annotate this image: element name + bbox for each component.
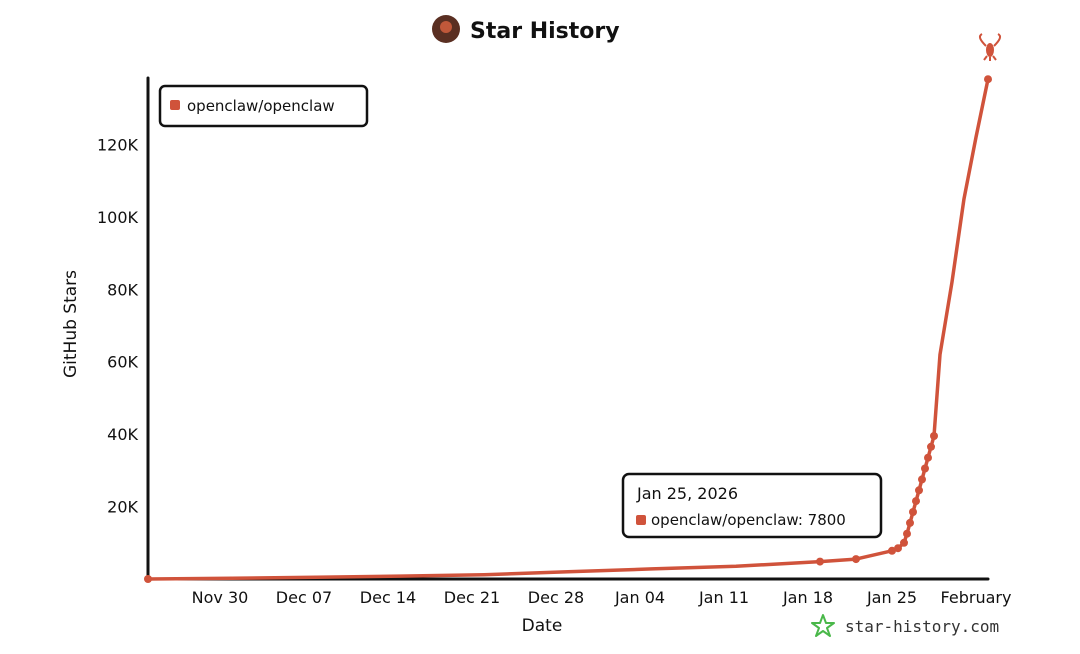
data-point[interactable] bbox=[984, 75, 992, 84]
watermark: star-history.com bbox=[811, 614, 999, 637]
x-tick-label: Jan 04 bbox=[614, 588, 665, 607]
data-point[interactable] bbox=[906, 518, 914, 527]
data-point[interactable] bbox=[930, 432, 938, 440]
tooltip: Jan 25, 2026 openclaw/openclaw: 7800 bbox=[621, 472, 883, 539]
data-point[interactable] bbox=[912, 497, 920, 506]
x-tick-label: Jan 11 bbox=[698, 588, 749, 607]
y-tick-label: 40K bbox=[107, 425, 138, 444]
tooltip-swatch bbox=[636, 515, 646, 525]
series-line bbox=[146, 77, 990, 581]
tooltip-date: Jan 25, 2026 bbox=[636, 484, 738, 503]
x-tick-label: Dec 28 bbox=[528, 588, 584, 607]
data-point[interactable] bbox=[816, 557, 824, 566]
legend-label: openclaw/openclaw bbox=[187, 97, 335, 115]
y-tick-labels: 20K 40K 60K 80K 100K 120K bbox=[97, 135, 139, 516]
x-tick-label: Jan 25 bbox=[866, 588, 917, 607]
x-tick-label: Jan 18 bbox=[782, 588, 833, 607]
x-axis-label: Date bbox=[522, 616, 563, 636]
x-tick-label: Dec 21 bbox=[444, 588, 500, 607]
data-point[interactable] bbox=[921, 464, 929, 473]
data-point[interactable] bbox=[903, 529, 911, 538]
watermark-text: star-history.com bbox=[845, 617, 999, 636]
star-history-logo-icon bbox=[811, 614, 835, 637]
data-point[interactable] bbox=[918, 475, 926, 484]
data-point[interactable] bbox=[927, 442, 935, 451]
data-point[interactable] bbox=[909, 508, 917, 516]
tooltip-box bbox=[621, 472, 883, 539]
x-tick-labels: Nov 30 Dec 07 Dec 14 Dec 21 Dec 28 Jan 04 Jan … bbox=[192, 588, 1012, 607]
y-tick-label: 20K bbox=[107, 498, 138, 517]
y-tick-label: 80K bbox=[107, 280, 138, 299]
data-point[interactable] bbox=[852, 555, 860, 564]
y-tick-label: 120K bbox=[97, 135, 139, 154]
tooltip-value: openclaw/openclaw: 7800 bbox=[651, 511, 846, 529]
data-point[interactable] bbox=[924, 453, 932, 462]
x-tick-label: Dec 14 bbox=[360, 588, 416, 607]
chart-title: Star History bbox=[470, 19, 620, 44]
legend: openclaw/openclaw bbox=[158, 84, 369, 128]
x-tick-label: Dec 07 bbox=[276, 588, 332, 607]
y-axis-label: GitHub Stars bbox=[61, 270, 81, 378]
x-tick-label: February bbox=[941, 588, 1012, 607]
legend-swatch bbox=[170, 100, 180, 110]
lobster-icon bbox=[978, 33, 1002, 61]
data-point[interactable] bbox=[894, 544, 902, 553]
series-layer bbox=[144, 75, 992, 583]
data-point[interactable] bbox=[888, 546, 896, 555]
legend-box bbox=[158, 84, 369, 128]
chart-title-group: Star History bbox=[432, 15, 620, 44]
y-tick-label: 100K bbox=[97, 208, 139, 227]
x-tick-label: Nov 30 bbox=[192, 588, 249, 607]
data-point[interactable] bbox=[915, 486, 923, 495]
y-tick-label: 60K bbox=[107, 353, 138, 372]
data-point[interactable] bbox=[900, 538, 908, 547]
avatar-icon-inner bbox=[440, 21, 452, 33]
data-point[interactable] bbox=[144, 575, 152, 583]
